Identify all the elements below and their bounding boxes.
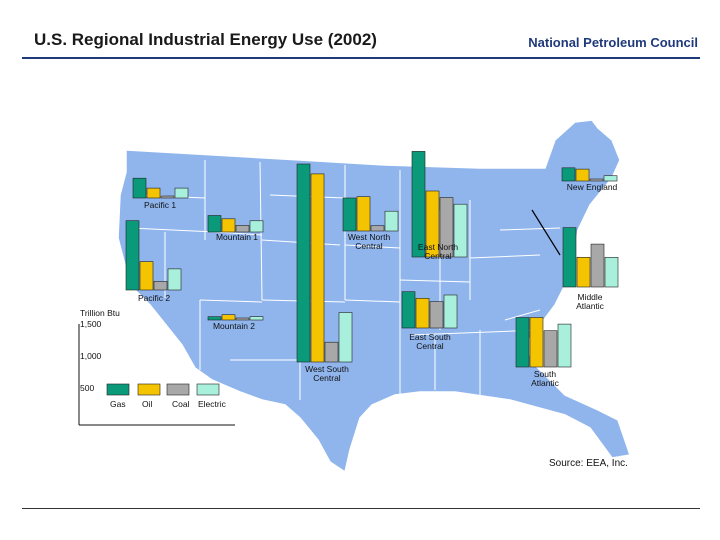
header-divider [22, 57, 700, 59]
legend-swatch-gas [106, 383, 130, 396]
bars-layer [125, 151, 619, 368]
bar-pacific-1-electric [174, 187, 189, 199]
region-label-new-england: New England [567, 182, 618, 192]
labels-layer: Pacific 1 Mountain 1 West North Central East… [138, 182, 618, 388]
bar-pacific-1-oil [146, 187, 161, 199]
legend-label-electric: Electric [198, 399, 227, 409]
bar-east-south-central-electric [443, 294, 458, 329]
bar-new-england-coal [589, 178, 604, 182]
bar-east-south-central-oil [415, 297, 430, 329]
bar-south-atlantic-gas [515, 317, 530, 368]
bar-middle-atlantic-gas [562, 227, 577, 288]
axis-tick-label-1500: 1,500 [80, 319, 102, 329]
legend: Gas Oil Coal Electric [106, 383, 227, 409]
region-label-south-atlantic: South Atlantic [531, 369, 560, 388]
region-label-mountain-1: Mountain 1 [216, 232, 258, 242]
bar-east-north-central-coal [439, 197, 454, 258]
organization-name: National Petroleum Council [528, 35, 698, 50]
value-axis: Trillion Btu 1,500 1,000 500 [78, 308, 235, 426]
bar-south-atlantic-oil [529, 317, 544, 368]
bar-new-england-gas [561, 167, 576, 182]
bar-mountain-2-oil [221, 314, 236, 321]
bar-mountain-1-coal [235, 225, 250, 233]
bar-mountain-1-gas [207, 215, 222, 233]
bar-new-england-oil [575, 168, 590, 182]
bar-pacific-2-electric [167, 268, 182, 291]
bar-pacific-2-oil [139, 261, 154, 291]
bar-pacific-1-coal [160, 195, 175, 199]
bar-east-north-central-electric [453, 203, 468, 258]
bar-pacific-2-gas [125, 220, 140, 291]
bar-middle-atlantic-coal [590, 243, 605, 288]
legend-swatch-coal [166, 383, 190, 396]
bar-middle-atlantic-oil [576, 256, 591, 288]
bar-east-north-central-gas [411, 151, 426, 258]
footer-divider [22, 508, 700, 509]
bar-mountain-2-gas [207, 316, 222, 321]
page-title: U.S. Regional Industrial Energy Use (200… [34, 30, 377, 49]
region-label-mountain-2: Mountain 2 [213, 321, 255, 331]
region-label-pacific-1: Pacific 1 [144, 200, 176, 210]
axis-tick-label-1000: 1,000 [80, 351, 102, 361]
bar-group-west-south-central [296, 163, 353, 363]
bar-east-north-central-oil [425, 190, 440, 258]
legend-label-gas: Gas [110, 399, 126, 409]
bar-west-north-central-gas [342, 197, 357, 232]
bar-group-west-north-central [342, 196, 399, 232]
bar-group-new-england [561, 167, 618, 182]
bar-pacific-1-gas [132, 177, 147, 199]
source-note: Source: EEA, Inc. [549, 458, 628, 469]
region-label-west-south-central: West South Central [305, 364, 349, 383]
bar-pacific-2-coal [153, 281, 168, 291]
bar-mountain-2-electric [249, 316, 264, 321]
bar-middle-atlantic-electric [604, 256, 619, 288]
legend-label-oil: Oil [142, 399, 153, 409]
legend-label-coal: Coal [172, 399, 190, 409]
bar-east-south-central-coal [429, 301, 444, 329]
bar-west-south-central-coal [324, 341, 339, 363]
bar-group-mountain-1 [207, 215, 264, 233]
bar-group-middle-atlantic [562, 227, 619, 288]
region-label-west-north-central: West North Central [348, 232, 391, 251]
axis-unit-label: Trillion Btu [80, 308, 120, 318]
bar-group-east-south-central [401, 291, 458, 329]
region-label-east-south-central: East South Central [409, 332, 451, 351]
us-outline-shape [117, 119, 631, 474]
bar-new-england-electric [603, 175, 618, 182]
bar-south-atlantic-electric [557, 323, 572, 368]
bar-group-mountain-2 [207, 314, 264, 321]
legend-swatch-oil [137, 383, 161, 396]
bar-east-south-central-gas [401, 291, 416, 329]
bar-mountain-1-oil [221, 218, 236, 233]
region-label-east-north-central: East North Central [418, 242, 458, 261]
bar-west-north-central-oil [356, 196, 371, 232]
us-map [117, 119, 631, 474]
region-label-pacific-2: Pacific 2 [138, 293, 170, 303]
bar-group-pacific-1 [132, 177, 189, 199]
bar-west-north-central-electric [384, 210, 399, 232]
axis-tick-label-500: 500 [80, 383, 94, 393]
legend-swatch-electric [196, 383, 220, 396]
bar-group-pacific-2 [125, 220, 182, 291]
bar-mountain-1-electric [249, 220, 264, 233]
bar-west-south-central-oil [310, 173, 325, 363]
bar-south-atlantic-coal [543, 330, 558, 368]
pointer-line [531, 209, 561, 256]
bar-west-north-central-coal [370, 225, 385, 232]
bar-mountain-2-coal [235, 317, 250, 321]
bar-west-south-central-electric [338, 312, 353, 363]
bar-group-east-north-central [411, 151, 468, 258]
bar-west-south-central-gas [296, 163, 311, 363]
bar-group-south-atlantic [515, 317, 572, 368]
region-label-middle-atlantic: Middle Atlantic [576, 292, 605, 311]
